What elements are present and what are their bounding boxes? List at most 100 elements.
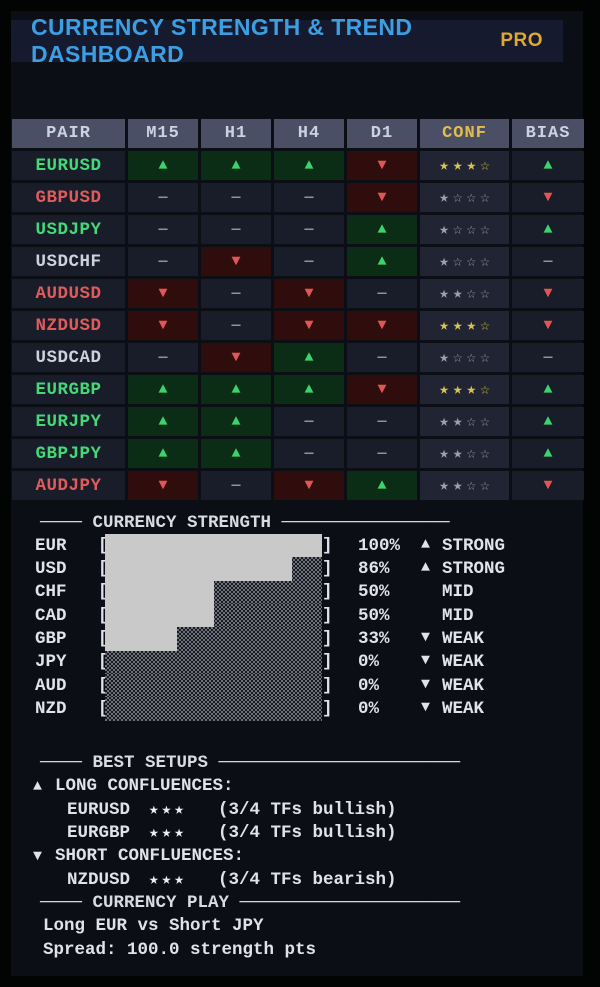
conf-stars-icon: ★☆☆☆: [439, 220, 494, 239]
conf-cell-audjpy: ★★☆☆: [420, 471, 509, 500]
trend-cell-nzdusd-h1: —: [201, 311, 271, 340]
pro-badge: PRO: [500, 30, 543, 51]
dashboard-title: CURRENCY STRENGTH & TREND DASHBOARD: [31, 14, 413, 67]
down-arrow-icon: ▼: [377, 381, 387, 398]
strength-row-cad: CAD [] 50% MID: [0, 603, 600, 628]
up-arrow-icon: ▲: [231, 445, 241, 462]
down-arrow-icon: ▼: [304, 477, 314, 494]
bracket-open: [: [98, 628, 109, 649]
strength-row-chf: CHF [] 50% MID: [0, 580, 600, 605]
trend-cell-nzdusd-h4: ▼: [274, 311, 344, 340]
currency-label: JPY: [35, 652, 67, 673]
flat-dash-icon: —: [231, 317, 241, 334]
no-icon: [421, 582, 442, 602]
flat-dash-icon: —: [304, 413, 314, 430]
conf-cell-audusd: ★★☆☆: [420, 279, 509, 308]
trend-cell-audjpy-d1: ▲: [347, 471, 417, 500]
conf-cell-usdchf: ★☆☆☆: [420, 247, 509, 276]
flat-dash-icon: —: [231, 285, 241, 302]
trend-cell-eurgbp-h1: ▲: [201, 375, 271, 404]
currency-label: CHF: [35, 582, 67, 603]
strength-bar: [105, 650, 322, 674]
short-confluences-header: ▼ SHORT CONFLUENCES:: [0, 845, 600, 868]
strength-bar-fill: [105, 603, 214, 628]
pair-cell-nzdusd: NZDUSD: [12, 311, 125, 340]
down-arrow-icon: ▼: [377, 157, 387, 174]
state-label: WEAK: [442, 628, 485, 649]
bracket-close: ]: [322, 605, 333, 626]
flat-dash-icon: —: [158, 349, 168, 366]
up-arrow-icon: ▲: [158, 157, 168, 174]
flat-dash-icon: —: [377, 285, 387, 302]
up-arrow-icon: ▲: [231, 157, 241, 174]
trend-cell-usdcad-h1: ▼: [201, 343, 271, 372]
down-arrow-icon: ▼: [33, 848, 43, 866]
flat-dash-icon: —: [158, 189, 168, 206]
trend-cell-usdjpy-h1: —: [201, 215, 271, 244]
up-arrow-icon: ▲: [158, 381, 168, 398]
conf-stars-icon: ★★★☆: [439, 380, 494, 399]
conf-cell-nzdusd: ★★★☆: [420, 311, 509, 340]
trend-cell-gbpjpy-h1: ▲: [201, 439, 271, 468]
trend-cell-eurjpy-h4: —: [274, 407, 344, 436]
trend-cell-gbpjpy-m15: ▲: [128, 439, 198, 468]
best-setups-heading: ──── BEST SETUPS ───────────────────────: [40, 753, 461, 773]
up-arrow-icon: ▲: [158, 445, 168, 462]
up-arrow-icon: ▲: [304, 349, 314, 366]
bracket-close: ]: [322, 652, 333, 673]
conf-stars-icon: ★☆☆☆: [439, 348, 494, 367]
strength-percent: 0%: [358, 652, 380, 673]
no-icon: [421, 606, 442, 626]
trend-cell-usdchf-m15: —: [128, 247, 198, 276]
strength-state: ▼ WEAK: [421, 629, 484, 649]
conf-cell-gbpusd: ★☆☆☆: [420, 183, 509, 212]
conf-cell-eurjpy: ★★☆☆: [420, 407, 509, 436]
trend-cell-eurjpy-m15: ▲: [128, 407, 198, 436]
down-arrow-icon: ▼: [231, 253, 241, 270]
bracket-open: [: [98, 605, 109, 626]
bias-cell-usdcad: —: [512, 343, 584, 372]
up-arrow-icon: ▲: [543, 221, 553, 238]
trend-cell-gbpjpy-h4: —: [274, 439, 344, 468]
strength-percent: 100%: [358, 535, 401, 556]
down-arrow-icon: ▼: [543, 477, 553, 494]
down-arrow-icon: ▼: [421, 698, 431, 716]
strength-percent: 0%: [358, 675, 380, 696]
column-header-pair: PAIR: [12, 119, 125, 148]
state-label: WEAK: [442, 698, 485, 719]
bracket-open: [: [98, 558, 109, 579]
strength-percent: 50%: [358, 605, 390, 626]
trend-cell-eurusd-h4: ▲: [274, 151, 344, 180]
up-arrow-icon: ▲: [543, 445, 553, 462]
strength-heading: ──── CURRENCY STRENGTH ────────────────: [40, 513, 450, 533]
trend-cell-usdcad-m15: —: [128, 343, 198, 372]
strength-state: MID: [421, 582, 474, 602]
flat-dash-icon: —: [543, 349, 553, 366]
strength-bar: [105, 673, 322, 698]
up-arrow-icon: ▲: [231, 381, 241, 398]
pair-cell-usdcad: USDCAD: [12, 343, 125, 372]
trend-cell-eurgbp-h4: ▲: [274, 375, 344, 404]
down-arrow-icon: ▼: [421, 652, 431, 670]
strength-state: ▲ STRONG: [421, 536, 505, 556]
strength-bar-fill: [105, 557, 292, 581]
strength-row-nzd: NZD [] 0% ▼ WEAK: [0, 697, 600, 721]
trend-cell-eurusd-h1: ▲: [201, 151, 271, 180]
trend-cell-nzdusd-d1: ▼: [347, 311, 417, 340]
trend-cell-audusd-m15: ▼: [128, 279, 198, 308]
currency-play-line-1: Long EUR vs Short JPY: [43, 916, 264, 937]
strength-bar-fill: [105, 580, 214, 605]
conf-cell-usdjpy: ★☆☆☆: [420, 215, 509, 244]
bias-cell-eurjpy: ▲: [512, 407, 584, 436]
trend-cell-eurjpy-h1: ▲: [201, 407, 271, 436]
column-header-h1: H1: [201, 119, 271, 148]
bracket-open: [: [98, 652, 109, 673]
bracket-open: [: [98, 582, 109, 603]
confluence-label: SHORT CONFLUENCES:: [55, 846, 245, 867]
flat-dash-icon: —: [231, 477, 241, 494]
conf-cell-eurusd: ★★★☆: [420, 151, 509, 180]
down-arrow-icon: ▼: [158, 477, 168, 494]
strength-state: MID: [421, 606, 474, 626]
conf-stars-icon: ★★☆☆: [439, 476, 494, 495]
strength-bar: [105, 603, 322, 628]
